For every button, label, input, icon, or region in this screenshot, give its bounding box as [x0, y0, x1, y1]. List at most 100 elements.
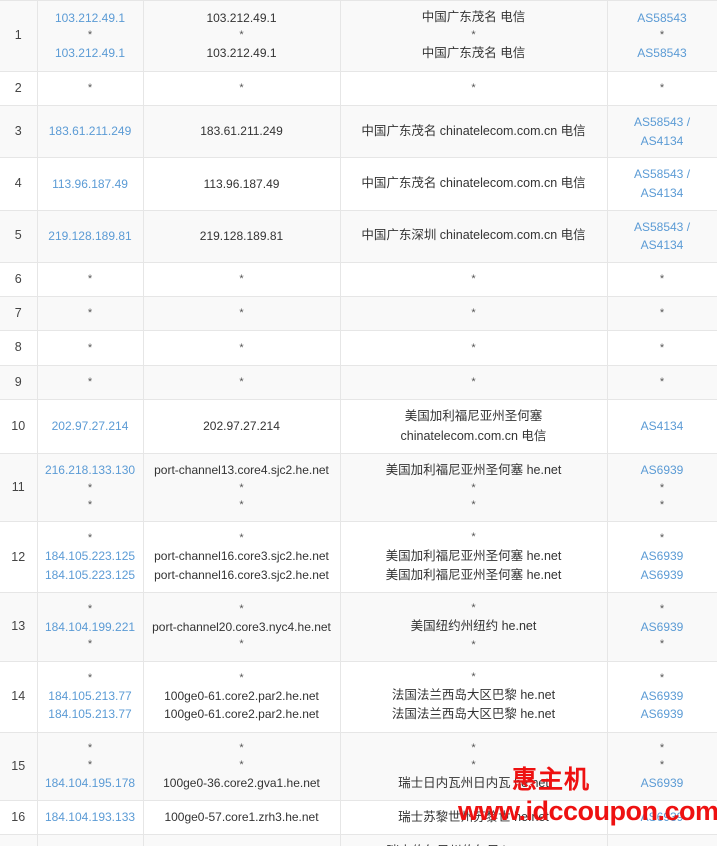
- ip-address-link[interactable]: 202.97.27.214: [51, 419, 129, 434]
- table-row: 6 * * * *: [0, 261, 717, 298]
- cell-hop-number: 3: [0, 105, 38, 159]
- hostname-text: 219.128.189.81: [199, 228, 284, 243]
- cell-hop-number: 11: [0, 452, 38, 523]
- cell-ip[interactable]: *: [37, 70, 144, 107]
- table-row: 14 * 184.105.213.77 184.105.213.77 * 100ge0-6…: [0, 660, 717, 733]
- as-number-link[interactable]: AS6939: [640, 463, 684, 478]
- cell-as[interactable]: AS6939 * *: [607, 452, 717, 523]
- cell-ip[interactable]: 202.97.27.214: [37, 399, 144, 454]
- as-number-link[interactable]: AS6939: [640, 810, 684, 825]
- no-response-marker: *: [471, 758, 476, 771]
- ip-address-link[interactable]: 103.212.49.1: [54, 10, 126, 25]
- table-row: 2 * * * *: [0, 70, 717, 107]
- as-number-link[interactable]: AS6939: [640, 776, 684, 790]
- as-number-link[interactable]: AS4134: [640, 419, 684, 434]
- as-number-link[interactable]: AS6939: [640, 567, 684, 582]
- cell-ip[interactable]: *: [37, 330, 144, 366]
- no-response-marker: *: [659, 741, 665, 754]
- no-response-marker: *: [659, 341, 665, 354]
- cell-as[interactable]: * * AS6939: [607, 731, 717, 801]
- as-number-link[interactable]: AS6939: [640, 549, 684, 564]
- cell-ip[interactable]: 184.104.193.133: [37, 799, 144, 836]
- ip-address-link[interactable]: 183.61.211.249: [48, 124, 132, 139]
- cell-ip[interactable]: * 184.104.199.221 *: [37, 592, 144, 662]
- cell-hop-number: 17: [0, 834, 38, 846]
- location-text: 美国加利福尼亚州圣何塞 he.net: [385, 548, 562, 563]
- hostname-text: 103.212.49.1: [206, 46, 277, 61]
- ip-address-link[interactable]: 184.105.223.125: [44, 549, 136, 564]
- table-row: 9 * * * *: [0, 364, 717, 401]
- cell-loc: 中国广东茂名 chinatelecom.com.cn 电信: [340, 105, 608, 159]
- cell-ip[interactable]: * 184.105.223.125 184.105.223.125: [37, 521, 144, 594]
- location-text: 中国广东茂名 chinatelecom.com.cn 电信: [361, 124, 586, 139]
- cell-ip[interactable]: 103.212.49.1 * 103.212.49.1: [37, 0, 144, 72]
- cell-hop-number: 5: [0, 209, 38, 263]
- ip-address-link[interactable]: 103.212.49.1: [54, 46, 126, 61]
- cell-as[interactable]: AS58543 / AS4134: [607, 209, 717, 263]
- cell-as[interactable]: AS58543 * AS58543: [607, 0, 717, 72]
- cell-loc: 中国广东茂名 电信 * 中国广东茂名 电信: [340, 0, 608, 72]
- ip-address-link[interactable]: 113.96.187.49: [52, 176, 128, 191]
- cell-ip[interactable]: 113.96.187.49: [37, 157, 144, 211]
- cell-ip[interactable]: * * 184.104.195.178: [37, 731, 144, 801]
- as-number-link[interactable]: AS58543: [637, 10, 687, 25]
- cell-as[interactable]: AS6939: [607, 799, 717, 836]
- cell-as[interactable]: * AS6939 *: [607, 592, 717, 662]
- cell-loc: 瑞士苏黎世州苏黎世 he.net: [340, 799, 608, 836]
- no-response-marker: *: [659, 758, 665, 771]
- no-response-marker: *: [471, 602, 476, 615]
- as-number-link[interactable]: AS58543 / AS4134: [633, 219, 691, 253]
- cell-loc: * * 瑞士日内瓦州日内瓦 he.net: [340, 731, 608, 801]
- cell-as[interactable]: *: [607, 261, 717, 298]
- cell-as[interactable]: AS58543 / AS4134: [607, 105, 717, 159]
- cell-ip[interactable]: *: [37, 296, 144, 332]
- location-text: 法国法兰西岛大区巴黎 he.net: [391, 707, 556, 722]
- cell-hop-number: 10: [0, 399, 38, 454]
- ip-address-link[interactable]: 184.104.195.178: [44, 776, 136, 790]
- cell-ip[interactable]: 216.218.133.130 * *: [37, 452, 144, 523]
- as-number-link[interactable]: AS53667: [612, 843, 713, 846]
- cell-ip[interactable]: 183.61.211.249: [37, 105, 144, 159]
- cell-as[interactable]: *: [607, 330, 717, 366]
- no-response-marker: *: [471, 482, 476, 495]
- hostname-text: 183.61.211.249: [200, 124, 283, 139]
- ip-address-link[interactable]: 219.128.189.81: [48, 228, 132, 243]
- cell-as[interactable]: *: [607, 364, 717, 401]
- cell-ip[interactable]: * 184.105.213.77 184.105.213.77: [37, 660, 144, 733]
- hostname-text: 107.189.28.1: [148, 843, 336, 846]
- cell-as[interactable]: AS58543 / AS4134: [607, 157, 717, 211]
- ip-address-link[interactable]: 184.104.193.133: [44, 810, 136, 825]
- cell-as[interactable]: *: [607, 296, 717, 332]
- as-number-link[interactable]: AS58543 / AS4134: [633, 167, 691, 200]
- hostname-text: 103.212.49.1: [206, 10, 277, 25]
- table-row: 7 * * * *: [0, 296, 717, 332]
- cell-host: 219.128.189.81: [143, 209, 341, 263]
- cell-as[interactable]: * AS6939 AS6939: [607, 660, 717, 733]
- no-response-marker: *: [239, 29, 244, 42]
- ip-address-link[interactable]: 184.104.199.221: [44, 619, 136, 634]
- cell-ip[interactable]: 219.128.189.81: [37, 209, 144, 263]
- cell-ip[interactable]: *: [37, 364, 144, 401]
- no-response-marker: *: [87, 602, 93, 615]
- ip-address-link[interactable]: 184.105.223.125: [44, 567, 136, 582]
- cell-ip[interactable]: *: [37, 261, 144, 298]
- cell-as[interactable]: AS53667: [607, 834, 717, 846]
- as-number-link[interactable]: AS6939: [640, 707, 684, 722]
- as-number-link[interactable]: AS58543: [637, 46, 687, 61]
- cell-as[interactable]: * AS6939 AS6939: [607, 521, 717, 594]
- as-number-link[interactable]: AS58543 / AS4134: [633, 115, 691, 148]
- cell-as[interactable]: *: [607, 70, 717, 107]
- ip-address-link[interactable]: 107.189.28.1: [42, 843, 139, 846]
- ip-address-link[interactable]: 216.218.133.130: [44, 463, 136, 478]
- cell-ip[interactable]: 107.189.28.1: [37, 834, 144, 846]
- as-number-link[interactable]: AS6939: [640, 619, 684, 634]
- ip-address-link[interactable]: 184.105.213.77: [48, 707, 132, 722]
- cell-as[interactable]: AS4134: [607, 399, 717, 454]
- as-number-link[interactable]: AS6939: [640, 688, 684, 703]
- no-response-marker: *: [239, 499, 244, 512]
- hostname-text: 113.96.187.49: [203, 176, 280, 191]
- cell-host: 183.61.211.249: [143, 105, 341, 159]
- no-response-marker: *: [87, 532, 93, 545]
- no-response-marker: *: [87, 758, 93, 771]
- ip-address-link[interactable]: 184.105.213.77: [48, 688, 132, 703]
